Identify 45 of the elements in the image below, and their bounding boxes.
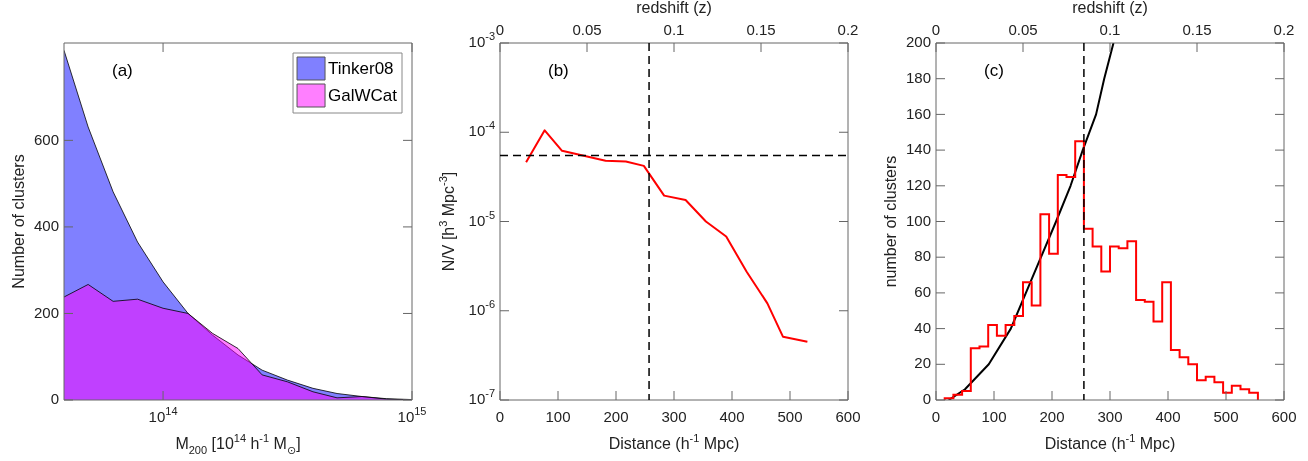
x-tick-label: 100 <box>545 408 571 426</box>
y-tick-label: 160 <box>905 104 931 122</box>
y-axis-title: N/V [h3 Mpc-3] <box>436 171 458 272</box>
x2-tick-label: 0.05 <box>1008 21 1038 39</box>
y-axis-title: Number of clusters <box>10 154 28 289</box>
x-tick-label: 400 <box>719 408 745 426</box>
y-tick-label: 0 <box>922 390 931 408</box>
x2-axis-title: redshift (z) <box>636 0 712 17</box>
y-tick-label: 140 <box>905 140 931 158</box>
x-tick-label: 300 <box>1097 408 1123 426</box>
y-tick-label: 40 <box>914 318 931 336</box>
x2-tick-label: 0.2 <box>837 21 859 39</box>
y-tick-label: 180 <box>905 68 931 86</box>
x-tick-label: 100 <box>981 408 1007 426</box>
y-tick-label: 200 <box>905 33 931 51</box>
y-tick-label: 20 <box>914 354 931 372</box>
x2-tick-label: 0.1 <box>663 21 685 39</box>
y-tick-label: 100 <box>905 211 931 229</box>
x-tick-label: 500 <box>777 408 803 426</box>
annotation: (a) <box>112 60 133 80</box>
y-tick-label: 60 <box>914 283 931 301</box>
x2-tick-label: 0.15 <box>746 21 776 39</box>
x-tick-label: 200 <box>603 408 629 426</box>
x-tick-label: 400 <box>1155 408 1181 426</box>
y-tick-label: 120 <box>905 175 931 193</box>
y-tick-label: 200 <box>33 303 59 321</box>
x2-tick-label: 0.2 <box>1273 21 1295 39</box>
x-tick-label: 600 <box>1271 408 1297 426</box>
x2-tick-label: 0.1 <box>1099 21 1121 39</box>
x-tick-label: 500 <box>1213 408 1239 426</box>
y-tick-label: 400 <box>33 217 59 235</box>
x-tick-label: 600 <box>835 408 861 426</box>
y-axis-title: number of clusters <box>882 155 900 288</box>
y-tick-label: 80 <box>914 247 931 265</box>
x2-tick-label: 0.05 <box>572 21 602 39</box>
legend-label: GalWCat <box>328 85 398 105</box>
y-tick-label: 0 <box>50 390 59 408</box>
x2-axis-title: redshift (z) <box>1072 0 1148 17</box>
x-tick-label: 200 <box>1039 408 1065 426</box>
annotation: (c) <box>984 60 1004 80</box>
legend-label: Tinker08 <box>328 58 394 78</box>
y-tick-label: 600 <box>33 130 59 148</box>
annotation: (b) <box>548 60 569 80</box>
x2-tick-label: 0.15 <box>1182 21 1212 39</box>
x-tick-label: 300 <box>661 408 687 426</box>
